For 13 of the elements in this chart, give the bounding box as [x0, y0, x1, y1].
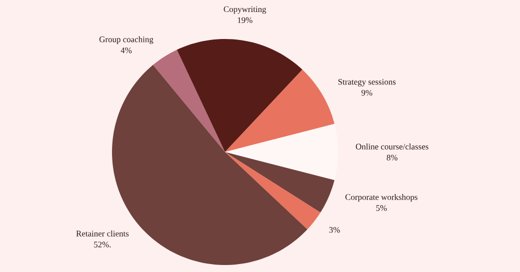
data-label: 8% — [386, 154, 398, 160]
slice-label: Retainer clients — [76, 230, 129, 236]
data-label: 52%. — [94, 242, 111, 248]
slice-label: Strategy sessions — [338, 79, 396, 86]
data-label: 3% — [329, 226, 340, 233]
slice-label: Group coaching — [99, 36, 154, 44]
data-label: 9% — [362, 90, 372, 96]
slice-label: Corporate workshops — [345, 194, 418, 202]
slice-label: Online course/classes — [356, 144, 428, 150]
slice-label: Copywriting — [224, 6, 266, 14]
data-label: 5% — [376, 205, 387, 211]
data-label: 19% — [238, 17, 252, 24]
data-label: 4% — [120, 48, 132, 54]
